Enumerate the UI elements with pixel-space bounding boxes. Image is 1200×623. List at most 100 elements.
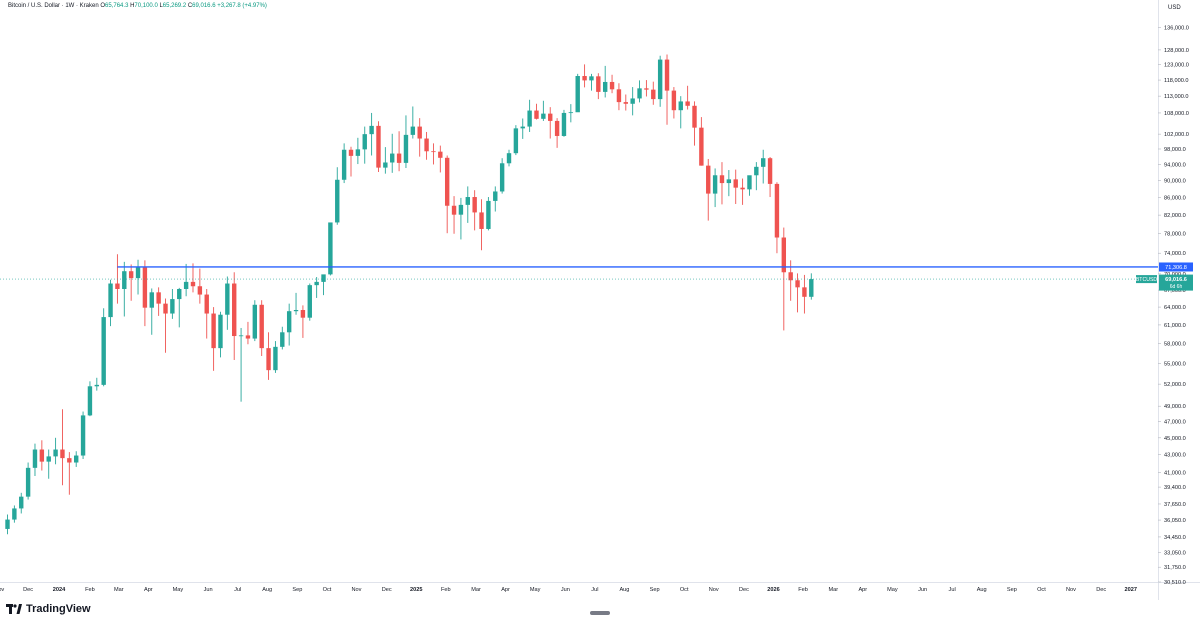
candle-body — [712, 175, 718, 194]
x-tick-label: Jun — [204, 587, 213, 593]
scroll-handle[interactable] — [590, 611, 610, 615]
candle-body — [740, 187, 745, 190]
candle-body — [314, 281, 319, 286]
y-tick-label: 33,050.0 — [1164, 550, 1186, 556]
candle-body — [561, 112, 567, 136]
candle-body — [671, 90, 677, 111]
candle-body — [781, 237, 787, 273]
candle-body — [685, 101, 690, 106]
candle-body — [582, 76, 587, 81]
x-tick-label: May — [173, 587, 184, 593]
candle-body — [630, 98, 635, 104]
x-tick-label: Dec — [382, 587, 392, 593]
candle-body — [122, 271, 127, 289]
x-tick-label: Sep — [1007, 587, 1017, 593]
candle-body — [767, 158, 773, 184]
candle-body — [623, 102, 628, 104]
candle-body — [369, 125, 374, 135]
candle-body — [644, 88, 649, 90]
candle-body — [183, 281, 189, 289]
x-tick-label: Feb — [441, 587, 451, 593]
x-tick-label: Feb — [85, 587, 95, 593]
candle-body — [19, 496, 24, 509]
y-tick-label: 58,000.0 — [1164, 342, 1186, 348]
candle-body — [424, 138, 429, 152]
y-tick-label: 94,000.0 — [1164, 162, 1186, 168]
candle-body — [232, 283, 237, 337]
candle-body — [609, 81, 615, 90]
candle-body — [541, 113, 546, 119]
x-tick-label: Aug — [977, 587, 987, 593]
candle-body — [465, 197, 470, 205]
x-tick-label: Nov — [1066, 587, 1076, 593]
y-tick-label: 49,000.0 — [1164, 404, 1186, 410]
candle-body — [733, 179, 738, 188]
candle-body — [692, 105, 697, 128]
candle-body — [499, 163, 505, 192]
candle-body — [548, 113, 553, 121]
candle-body — [245, 335, 251, 339]
low-value: 65,269.2 — [162, 3, 187, 9]
candle-body — [761, 158, 766, 167]
candle-body — [431, 151, 436, 153]
high-label: H — [130, 3, 135, 9]
y-tick-label: 45,000.0 — [1164, 436, 1186, 442]
x-tick-label: Nov — [352, 587, 362, 593]
tradingview-logo[interactable]: TradingView — [6, 603, 91, 615]
candle-body — [94, 384, 100, 387]
candle-body — [788, 272, 793, 281]
candle-body — [589, 76, 594, 81]
tradingview-logo-icon — [6, 604, 22, 614]
x-tick-label: Aug — [262, 587, 272, 593]
candle-body — [238, 335, 244, 337]
y-tick-label: 47,000.0 — [1164, 420, 1186, 426]
y-tick-label: 39,400.0 — [1164, 485, 1186, 491]
x-tick-label: Dec — [1096, 587, 1106, 593]
y-tick-label: 37,650.0 — [1164, 502, 1186, 508]
candle-body — [46, 456, 51, 462]
candle-body — [67, 458, 72, 463]
candle-body — [128, 271, 134, 279]
candle-body — [809, 279, 814, 297]
candle-body — [252, 304, 258, 339]
symbol-title[interactable]: Bitcoin / U.S. Dollar · 1W · Kraken — [8, 3, 99, 9]
candle-body — [218, 314, 223, 349]
y-tick-label: 98,000.0 — [1164, 147, 1186, 153]
candle-body — [802, 287, 807, 297]
x-tick-label: May — [530, 587, 541, 593]
candle-body — [142, 267, 148, 308]
candle-body — [87, 386, 93, 416]
candle-body — [651, 89, 656, 100]
last-price-tag — [1159, 274, 1193, 291]
x-tick-label: May — [887, 587, 898, 593]
y-tick-label: 74,000.0 — [1164, 251, 1186, 257]
bar-countdown: 6d 6h — [1170, 284, 1183, 290]
y-tick-label: 102,000.0 — [1164, 132, 1189, 138]
candle-body — [5, 519, 10, 529]
x-tick-label: Apr — [858, 587, 867, 593]
x-tick-label: 2025 — [410, 587, 422, 593]
candle-body — [458, 204, 464, 215]
x-tick-label: 2026 — [767, 587, 779, 593]
x-tick-label: Jul — [591, 587, 598, 593]
y-tick-label: 128,000.0 — [1164, 48, 1189, 54]
candle-body — [417, 126, 422, 139]
candle-body — [664, 59, 670, 91]
candle-body — [259, 304, 264, 349]
x-tick-label: Jun — [561, 587, 570, 593]
candle-body — [493, 191, 498, 201]
y-tick-label: 82,000.0 — [1164, 213, 1186, 219]
x-tick-label: Dec — [23, 587, 33, 593]
candle-body — [321, 274, 326, 282]
candle-body — [177, 288, 182, 300]
candle-body — [376, 125, 381, 168]
candle-body — [678, 101, 683, 111]
y-tick-label: 86,000.0 — [1164, 195, 1186, 201]
y-tick-label: 78,000.0 — [1164, 232, 1186, 238]
candle-body — [795, 280, 800, 288]
candle-body — [602, 81, 608, 92]
candle-body — [451, 205, 457, 215]
candle-body — [616, 89, 622, 103]
open-label: O — [100, 3, 106, 9]
